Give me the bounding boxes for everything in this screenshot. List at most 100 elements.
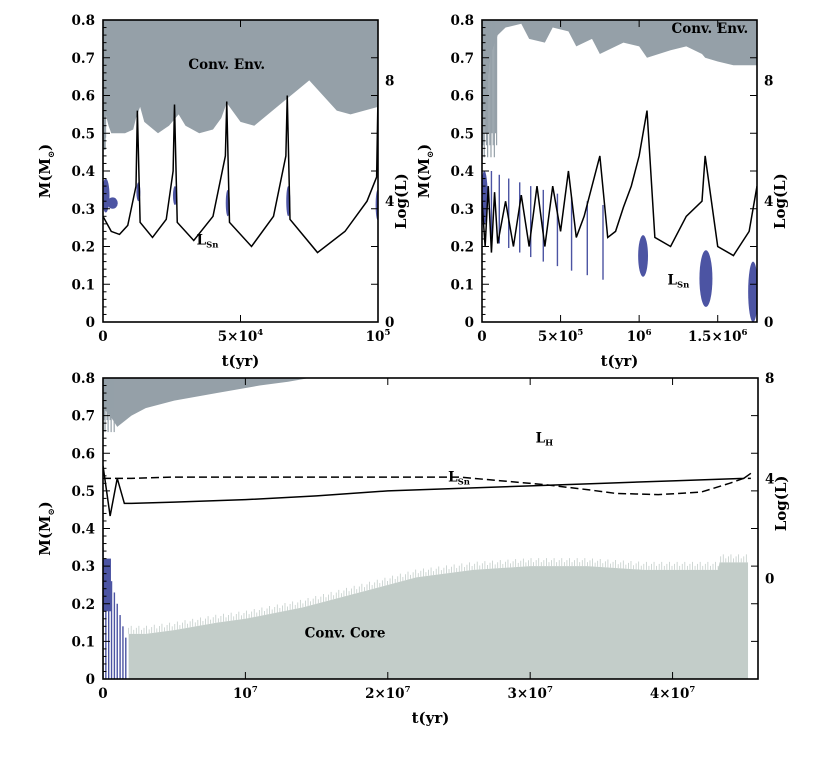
- x-tick-label-exponent: 6: [742, 328, 748, 338]
- x-tick-label: 107: [233, 685, 258, 702]
- y-tick-label: 0.6: [451, 89, 475, 105]
- x-tick-label-text: 0: [98, 329, 107, 345]
- luminosity-sn-line: [482, 110, 757, 257]
- y-tick-label: 0.8: [72, 13, 96, 29]
- y2-tick-label: 4: [764, 194, 773, 210]
- y-tick-label-text: 0.5: [72, 484, 96, 500]
- luminosity-sn-line: [103, 465, 752, 517]
- y2-tick-label-text: 8: [765, 371, 774, 387]
- y-tick-label-text: 0.4: [72, 164, 96, 180]
- y-tick-label: 0.1: [72, 277, 96, 293]
- y-tick-label: 0.7: [72, 51, 96, 67]
- y-axis-label-close: ): [415, 144, 433, 151]
- annotation: Conv. Env.: [188, 57, 265, 73]
- y-tick-label: 0.7: [451, 51, 475, 67]
- y-tick-label-text: 0.6: [72, 446, 96, 462]
- y-axis-label-text: M(M: [36, 515, 54, 555]
- annotation-text: Conv. Env.: [671, 21, 748, 37]
- y-tick-label: 0.8: [451, 13, 475, 29]
- y-axis-label: M(M⊙): [36, 144, 57, 199]
- y2-tick-label-text: 8: [764, 73, 773, 89]
- y-tick-label-text: 0.1: [451, 277, 475, 293]
- y-tick-label: 0.2: [72, 240, 96, 256]
- annotation-text: L: [668, 272, 678, 288]
- x-tick-label-text: 5×10: [218, 329, 258, 345]
- x-axis-label: t(yr): [412, 709, 450, 727]
- y-tick-label-text: 0.1: [72, 277, 96, 293]
- y-tick-label: 0: [465, 315, 474, 331]
- x-tick-label-text: 10: [366, 329, 385, 345]
- plot-area: [482, 20, 757, 322]
- y-tick-label: 0.3: [72, 202, 96, 218]
- y-axis-label: M(M⊙): [36, 501, 57, 556]
- y-axis-label-sub: ⊙: [426, 151, 436, 158]
- helium-flash-region: [107, 197, 118, 209]
- y-tick-label: 0.5: [451, 126, 475, 142]
- y-tick-label: 0.4: [451, 164, 475, 180]
- convective-core-region: [128, 562, 749, 679]
- x-tick-label-exponent: 7: [547, 685, 553, 695]
- x-tick-label: 0: [98, 686, 107, 702]
- y-tick-label: 0.6: [72, 89, 96, 105]
- y-tick-label-text: 0.5: [72, 126, 96, 142]
- y-tick-label: 0.1: [72, 634, 96, 650]
- x-tick-label: 4×107: [650, 685, 696, 702]
- x-tick-label: 2×107: [365, 685, 411, 702]
- y-tick-label-text: 0.7: [72, 409, 96, 425]
- x-tick-label: 5×104: [218, 328, 264, 345]
- y-axis-label-sub: ⊙: [47, 508, 57, 515]
- helium-flash-region: [699, 250, 713, 307]
- y2-tick-label-text: 4: [385, 194, 394, 210]
- y-tick-label-text: 0.3: [72, 559, 96, 575]
- annotation-text: L: [197, 233, 207, 249]
- y2-tick-label: 8: [764, 73, 773, 89]
- y-tick-label: 0.2: [451, 240, 475, 256]
- axes-frame: [481, 19, 758, 323]
- x-tick-label-exponent: 6: [646, 328, 652, 338]
- luminosity-h-line: [103, 476, 751, 496]
- x-tick-label-exponent: 5: [577, 328, 583, 338]
- y2-axis-label: Log(L): [392, 173, 410, 229]
- y-tick-label: 0.8: [72, 371, 96, 387]
- annotation-subscript: Sn: [677, 280, 689, 290]
- annotation: LSn: [197, 233, 219, 251]
- y-tick-label-text: 0.8: [72, 13, 96, 29]
- y-axis-label-sub: ⊙: [47, 151, 57, 158]
- annotation: LH: [536, 431, 554, 449]
- y-tick-label-text: 0.3: [451, 202, 475, 218]
- x-axis-label-text: t(yr): [222, 352, 260, 370]
- y2-axis-label: Log(L): [772, 476, 790, 532]
- y-axis-label-close: ): [36, 144, 54, 151]
- y-tick-label-text: 0.2: [451, 240, 475, 256]
- x-tick-label-exponent: 7: [405, 685, 411, 695]
- convective-envelope-region: [103, 378, 310, 427]
- y2-tick-label-text: 8: [385, 73, 394, 89]
- convective-envelope-region: [482, 20, 757, 134]
- y-tick-label-text: 0.7: [72, 51, 96, 67]
- y-tick-label-text: 0: [465, 315, 474, 331]
- y2-tick-label: 8: [765, 371, 774, 387]
- x-tick-label: 105: [366, 328, 391, 345]
- y-tick-label: 0.4: [72, 522, 96, 538]
- y2-axis-label-text: Log(L): [772, 476, 790, 532]
- panel-bottom: 00.10.20.30.40.50.60.70.80 107 2×107 3×107 4…: [36, 371, 790, 727]
- y-tick-label: 0.5: [72, 484, 96, 500]
- y-tick-label-text: 0.3: [72, 202, 96, 218]
- y-axis-label-text: M(M: [415, 158, 433, 198]
- convective-envelope-region: [103, 20, 378, 134]
- x-tick-label: 0: [477, 329, 486, 345]
- y-tick-label: 0.7: [72, 409, 96, 425]
- helium-flash-region: [103, 558, 111, 612]
- y-axis-label-text: M(M: [36, 158, 54, 198]
- y-tick-label-text: 0: [86, 672, 95, 688]
- y-tick-label-text: 0.6: [72, 89, 96, 105]
- annotation: LSn: [448, 469, 470, 487]
- annotation: Conv. Env.: [671, 21, 748, 37]
- y2-tick-label: 8: [385, 73, 394, 89]
- y2-tick-label: 4: [385, 194, 394, 210]
- plot-area: [103, 20, 378, 254]
- x-tick-label-text: 10: [233, 686, 252, 702]
- y2-tick-label: 0: [385, 315, 394, 331]
- x-tick-label-text: 1.5×10: [688, 329, 742, 345]
